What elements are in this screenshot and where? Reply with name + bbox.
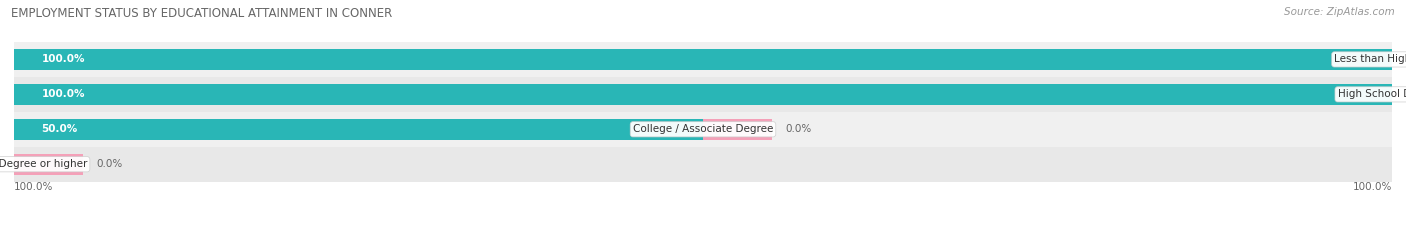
Text: 50.0%: 50.0% (42, 124, 77, 134)
Text: 100.0%: 100.0% (14, 182, 53, 192)
Text: Less than High School: Less than High School (1334, 55, 1406, 64)
Text: 100.0%: 100.0% (42, 89, 86, 99)
Bar (14, 84, 1392, 105)
Bar (14, 112, 1392, 147)
Bar (14, 147, 1392, 182)
Text: Source: ZipAtlas.com: Source: ZipAtlas.com (1284, 7, 1395, 17)
Text: 100.0%: 100.0% (1353, 182, 1392, 192)
Text: High School Diploma: High School Diploma (1337, 89, 1406, 99)
Bar (703, 119, 772, 140)
Text: EMPLOYMENT STATUS BY EDUCATIONAL ATTAINMENT IN CONNER: EMPLOYMENT STATUS BY EDUCATIONAL ATTAINM… (11, 7, 392, 20)
Text: Bachelor's Degree or higher: Bachelor's Degree or higher (0, 159, 87, 169)
Bar (14, 49, 1392, 70)
Bar (1392, 84, 1406, 105)
Bar (14, 77, 1392, 112)
Bar (14, 42, 1392, 77)
Text: 100.0%: 100.0% (42, 55, 86, 64)
Text: College / Associate Degree: College / Associate Degree (633, 124, 773, 134)
Bar (14, 154, 83, 175)
Bar (14, 119, 703, 140)
Bar (1392, 49, 1406, 70)
Text: 0.0%: 0.0% (786, 124, 811, 134)
Text: 0.0%: 0.0% (97, 159, 122, 169)
